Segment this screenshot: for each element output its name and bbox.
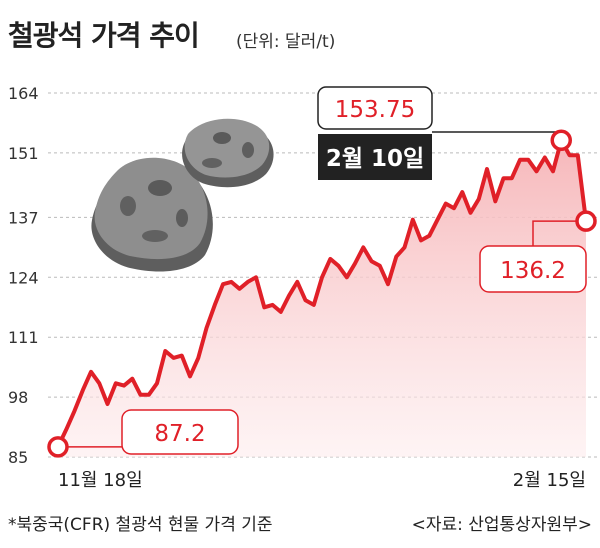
y-tick-label: 85 (8, 448, 28, 467)
start-value-box (121, 409, 239, 455)
peak-value-box (317, 86, 433, 130)
y-tick-label: 164 (8, 84, 39, 103)
peak-point-marker (550, 129, 572, 151)
end-point-marker (575, 210, 597, 232)
source-credit: <자료: 산업통상자원부> (411, 515, 592, 535)
y-tick-label: 124 (8, 268, 39, 287)
footnote: *북중국(CFR) 철광석 현물 가격 기준 (8, 515, 273, 535)
y-tick-label: 137 (8, 208, 39, 227)
peak-value-label: 153.75 (335, 97, 415, 123)
peak-date-box (318, 134, 432, 180)
x-tick-start: 11월 18일 (58, 470, 143, 491)
start-point-marker (47, 436, 69, 458)
end-value-label: 136.2 (500, 258, 566, 284)
end-leader-line (532, 220, 586, 246)
price-line (56, 138, 588, 449)
y-tick-label: 111 (8, 328, 39, 347)
iron-ore-rock-icon (91, 118, 274, 272)
x-tick-end: 2월 15일 (513, 470, 586, 491)
end-value-box (479, 245, 587, 293)
y-axis-ticks: 164 151 137 124 111 98 85 (8, 84, 39, 467)
start-value-label: 87.2 (154, 421, 205, 447)
peak-date-label: 2월 10일 (326, 146, 424, 172)
y-tick-label: 151 (8, 144, 39, 163)
unit-label: (단위: 달러/t) (236, 32, 336, 52)
y-tick-label: 98 (8, 388, 28, 407)
chart-title: 철광석 가격 추이 (8, 19, 200, 52)
